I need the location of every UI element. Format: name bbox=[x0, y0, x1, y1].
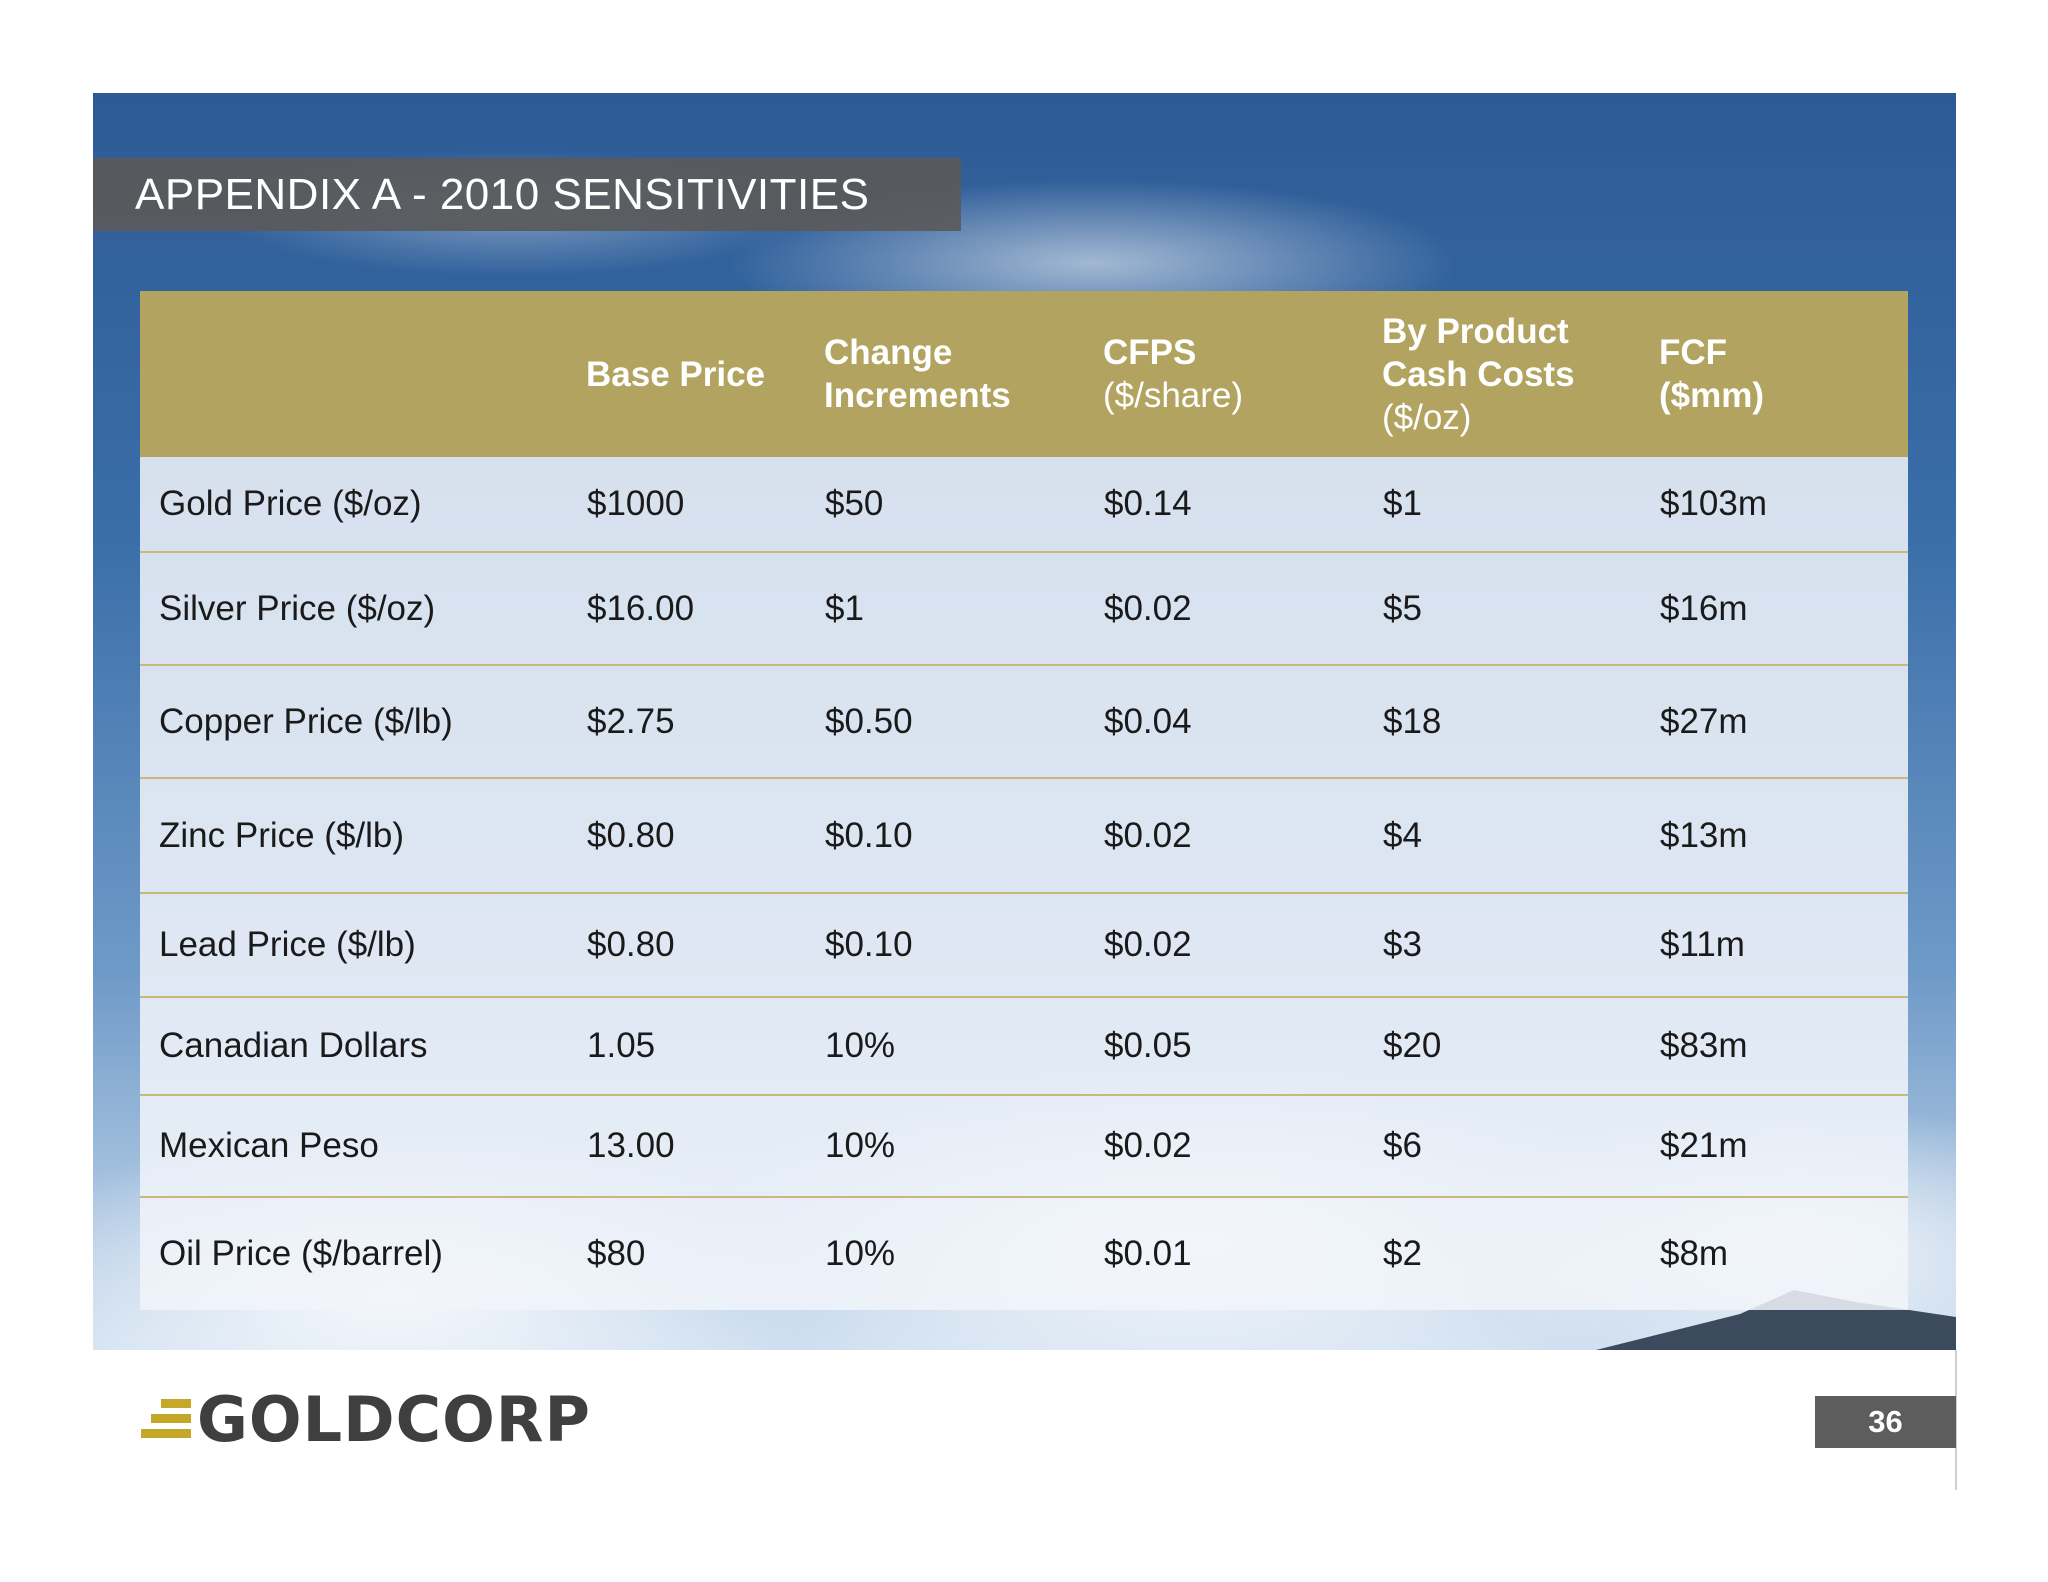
cash-cost-cell: $1 bbox=[1383, 484, 1422, 523]
cfps-cell: $0.14 bbox=[1104, 484, 1192, 523]
cfps-cell: $0.01 bbox=[1103, 1196, 1382, 1310]
cash-cost-cell: $5 bbox=[1382, 551, 1659, 665]
cash-cost-cell: $20 bbox=[1382, 996, 1659, 1095]
page-number: 36 bbox=[1815, 1396, 1956, 1448]
change-increment-cell: $0.10 bbox=[824, 777, 1103, 893]
sensitivities-table: Base Price Change Increments CFPS ($/sha… bbox=[140, 291, 1908, 1310]
page-title: APPENDIX A - 2010 SENSITIVITIES bbox=[135, 169, 870, 219]
row-label: Canadian Dollars bbox=[140, 996, 586, 1095]
base-price-cell: $0.80 bbox=[586, 777, 824, 893]
table-row: Silver Price ($/oz) $16.00 $1 $0.02 $5 $… bbox=[140, 551, 1908, 665]
sensitivities-table-container: Base Price Change Increments CFPS ($/sha… bbox=[140, 291, 1908, 1310]
cash-cost-cell: $3 bbox=[1382, 892, 1659, 997]
cfps-cell: $0.02 bbox=[1103, 551, 1382, 665]
change-increment-cell: $50 bbox=[825, 484, 884, 523]
header-base-price: Base Price bbox=[586, 354, 766, 394]
table-row: Mexican Peso 13.00 10% $0.02 $6 $21m bbox=[140, 1094, 1908, 1197]
change-increment-cell: $1 bbox=[824, 551, 1103, 665]
row-label: Oil Price ($/barrel) bbox=[140, 1196, 586, 1310]
table-row: Canadian Dollars 1.05 10% $0.05 $20 $83m bbox=[140, 996, 1908, 1095]
cfps-cell: $0.02 bbox=[1103, 892, 1382, 997]
goldcorp-logo: GOLDCORP bbox=[141, 1383, 591, 1456]
divider bbox=[1955, 1350, 1957, 1490]
fcf-cell: $11m bbox=[1659, 892, 1908, 997]
change-increment-cell: 10% bbox=[824, 1094, 1103, 1197]
base-price-cell: $1000 bbox=[587, 484, 685, 523]
fcf-cell: $103m bbox=[1660, 484, 1768, 523]
table-row: Gold Price ($/oz) $1000 $50 $0.14 $1 $10… bbox=[140, 457, 1908, 552]
row-label: Mexican Peso bbox=[140, 1094, 586, 1197]
base-price-cell: $0.80 bbox=[586, 892, 824, 997]
base-price-cell: $2.75 bbox=[586, 664, 824, 778]
fcf-cell: $16m bbox=[1659, 551, 1908, 665]
table-row: Zinc Price ($/lb) $0.80 $0.10 $0.02 $4 $… bbox=[140, 777, 1908, 893]
fcf-cell: $83m bbox=[1659, 996, 1908, 1095]
header-fcf: FCF ($mm) bbox=[1659, 333, 1765, 415]
table-row: Oil Price ($/barrel) $80 10% $0.01 $2 $8… bbox=[140, 1196, 1908, 1310]
table-row: Copper Price ($/lb) $2.75 $0.50 $0.04 $1… bbox=[140, 664, 1908, 778]
table-row: Lead Price ($/lb) $0.80 $0.10 $0.02 $3 $… bbox=[140, 892, 1908, 997]
base-price-cell: $80 bbox=[586, 1196, 824, 1310]
cash-cost-cell: $4 bbox=[1382, 777, 1659, 893]
logo-wordmark: GOLDCORP bbox=[197, 1382, 591, 1456]
cfps-cell: $0.02 bbox=[1103, 1094, 1382, 1197]
title-bar: APPENDIX A - 2010 SENSITIVITIES bbox=[93, 158, 961, 231]
row-label: Gold Price ($/oz) bbox=[159, 484, 422, 523]
header-cfps: CFPS ($/share) bbox=[1103, 333, 1244, 415]
change-increment-cell: 10% bbox=[824, 996, 1103, 1095]
cash-cost-cell: $18 bbox=[1382, 664, 1659, 778]
row-label: Silver Price ($/oz) bbox=[140, 551, 586, 665]
cash-cost-cell: $6 bbox=[1382, 1094, 1659, 1197]
cfps-cell: $0.04 bbox=[1103, 664, 1382, 778]
base-price-cell: 13.00 bbox=[586, 1094, 824, 1197]
cfps-cell: $0.02 bbox=[1103, 777, 1382, 893]
cfps-cell: $0.05 bbox=[1103, 996, 1382, 1095]
header-change-increments: Change Increments bbox=[824, 333, 1011, 415]
cash-cost-cell: $2 bbox=[1382, 1196, 1659, 1310]
table-header-row: Base Price Change Increments CFPS ($/sha… bbox=[140, 291, 1908, 457]
change-increment-cell: $0.10 bbox=[824, 892, 1103, 997]
base-price-cell: $16.00 bbox=[586, 551, 824, 665]
fcf-cell: $13m bbox=[1659, 777, 1908, 893]
row-label: Zinc Price ($/lb) bbox=[140, 777, 586, 893]
header-by-product-cash-costs: By Product Cash Costs ($/oz) bbox=[1382, 311, 1575, 437]
goldcorp-stripes-icon bbox=[141, 1395, 191, 1443]
fcf-cell: $21m bbox=[1659, 1094, 1908, 1197]
change-increment-cell: 10% bbox=[824, 1196, 1103, 1310]
fcf-cell: $8m bbox=[1659, 1196, 1908, 1310]
header-cell-empty bbox=[140, 291, 586, 457]
fcf-cell: $27m bbox=[1659, 664, 1908, 778]
row-label: Lead Price ($/lb) bbox=[140, 892, 586, 997]
base-price-cell: 1.05 bbox=[586, 996, 824, 1095]
row-label: Copper Price ($/lb) bbox=[140, 664, 586, 778]
change-increment-cell: $0.50 bbox=[824, 664, 1103, 778]
